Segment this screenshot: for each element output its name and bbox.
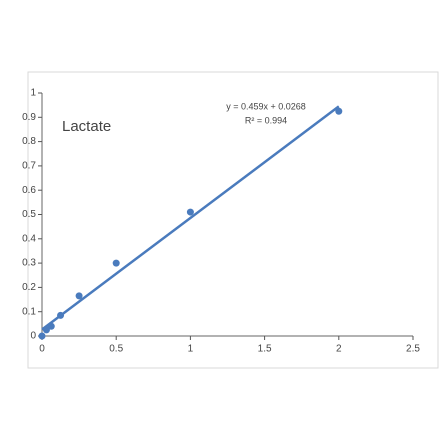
y-tick-label: 0.2	[22, 282, 36, 293]
x-tick-label: 1.5	[258, 344, 272, 355]
data-point	[75, 292, 83, 300]
data-point	[42, 326, 50, 334]
y-tick-label: 0.4	[22, 233, 36, 244]
chart-frame	[27, 71, 439, 369]
data-point	[47, 322, 55, 330]
y-tick-label: 0.1	[22, 306, 36, 317]
x-tick-label: 1	[188, 344, 194, 355]
annotation: Lactate	[62, 118, 111, 135]
data-point	[112, 259, 120, 267]
y-tick-label: 0.5	[22, 209, 36, 220]
y-tick-label: 0.8	[22, 136, 36, 147]
trendline	[41, 105, 340, 331]
x-tick-label: 0.5	[109, 344, 123, 355]
y-tick-label: 0.6	[22, 185, 36, 196]
x-tick-label: 0	[39, 344, 45, 355]
data-point	[186, 208, 194, 216]
data-point	[57, 311, 65, 319]
trendline-equation: y = 0.459x + 0.0268	[226, 101, 306, 111]
y-tick-label: 1	[30, 88, 36, 99]
x-tick-label: 2.5	[406, 344, 420, 355]
data-point	[38, 332, 46, 340]
y-tick-label: 0	[30, 331, 36, 342]
y-tick-label: 0.7	[22, 161, 36, 172]
data-point	[335, 107, 343, 115]
y-tick-label: 0.3	[22, 258, 36, 269]
y-tick-label: 0.9	[22, 112, 36, 123]
trendline-r2: R² = 0.994	[245, 115, 287, 125]
x-tick-label: 2	[336, 344, 342, 355]
